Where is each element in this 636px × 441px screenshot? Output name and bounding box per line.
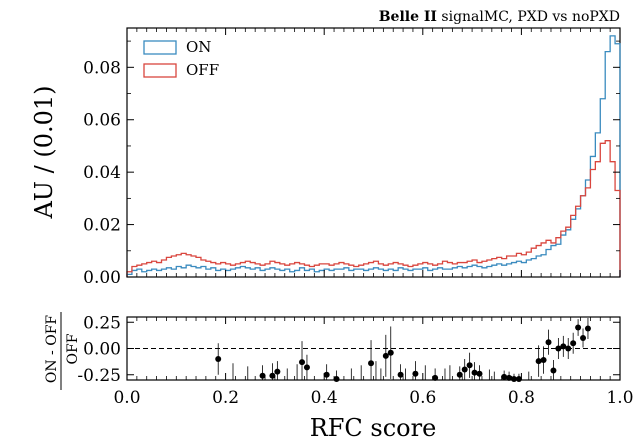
- ratio-point: [215, 356, 222, 362]
- legend-swatch-off: [143, 63, 177, 78]
- ratio-point: [432, 374, 439, 381]
- ratio-point: [540, 357, 547, 364]
- histogram-y-tick-label: 0.08: [83, 58, 121, 78]
- ratio-y-tick-label: 0.00: [83, 340, 121, 360]
- ratio-point: [570, 340, 577, 347]
- ratio-point: [506, 374, 513, 381]
- histogram-y-tick-label: 0.06: [83, 111, 121, 131]
- ratio-point: [456, 371, 463, 378]
- x-tick-label: 1.0: [606, 388, 633, 408]
- histogram-y-tick-label: 0.02: [83, 216, 121, 236]
- ratio-point: [580, 335, 587, 341]
- histogram-y-tick-label: 0.04: [83, 163, 121, 183]
- chart-title-bold: Belle II: [379, 9, 437, 25]
- x-tick-label: 0.6: [409, 388, 436, 408]
- legend: ON OFF: [143, 38, 219, 79]
- ratio-point: [466, 362, 473, 369]
- chart-title-rest: signalMC, PXD vs noPXD: [437, 9, 620, 25]
- ratio-panel: 0.25 0.00 -0.250.0 0.2 0.4 0.6 0.8 1.0 ON - OFF…: [44, 312, 634, 441]
- ratio-point: [323, 371, 330, 378]
- x-tick-label: 0.8: [508, 388, 535, 408]
- legend-label-off: OFF: [186, 61, 219, 79]
- ratio-point: [368, 360, 375, 367]
- ratio-point: [303, 364, 310, 371]
- legend-label-on: ON: [186, 38, 211, 56]
- ratio-point: [560, 343, 567, 350]
- ratio-point: [515, 375, 522, 382]
- ratio-point: [333, 375, 340, 382]
- ratio-point: [471, 369, 478, 376]
- x-tick-label: 0.0: [113, 388, 140, 408]
- ratio-point: [397, 371, 404, 378]
- ratio-y-tick-label: -0.25: [77, 366, 121, 386]
- ratio-point: [476, 370, 483, 377]
- histogram-panel: 0.00 0.02 0.04 0.06 0.08 Belle II signalMC, …: [30, 9, 621, 288]
- ratio-point: [461, 366, 468, 373]
- ratio-point: [535, 358, 542, 365]
- histogram-y-tick-label: 0.00: [83, 268, 121, 288]
- histogram-y-label: AU / (0.01): [30, 85, 58, 219]
- ratio-y-label-numerator: ON - OFF: [44, 315, 60, 384]
- ratio-y-label-denominator: OFF: [65, 333, 81, 364]
- ratio-y-label: ON - OFF OFF: [44, 312, 81, 390]
- ratio-point: [259, 372, 266, 379]
- ratio-point: [584, 325, 591, 332]
- ratio-point: [555, 345, 562, 352]
- chart-title: Belle II signalMC, PXD vs noPXD: [379, 9, 620, 25]
- ratio-point: [575, 324, 582, 331]
- ratio-y-tick-label: 0.25: [83, 313, 121, 333]
- ratio-point: [501, 373, 508, 380]
- ratio-point: [382, 352, 389, 359]
- histogram-series-off: [126, 140, 621, 277]
- ratio-point: [511, 375, 518, 382]
- ratio-point: [299, 359, 306, 366]
- x-tick-label: 0.2: [212, 388, 239, 408]
- ratio-point: [269, 372, 276, 379]
- ratio-point: [412, 370, 419, 377]
- x-axis-label: RFC score: [310, 414, 437, 441]
- x-tick-label: 0.4: [311, 388, 338, 408]
- histogram-series-on: [126, 35, 621, 277]
- ratio-point: [387, 349, 394, 356]
- ratio-point: [545, 339, 552, 346]
- ratio-point: [550, 367, 557, 374]
- legend-swatch-on: [143, 40, 177, 55]
- ratio-point: [274, 368, 281, 375]
